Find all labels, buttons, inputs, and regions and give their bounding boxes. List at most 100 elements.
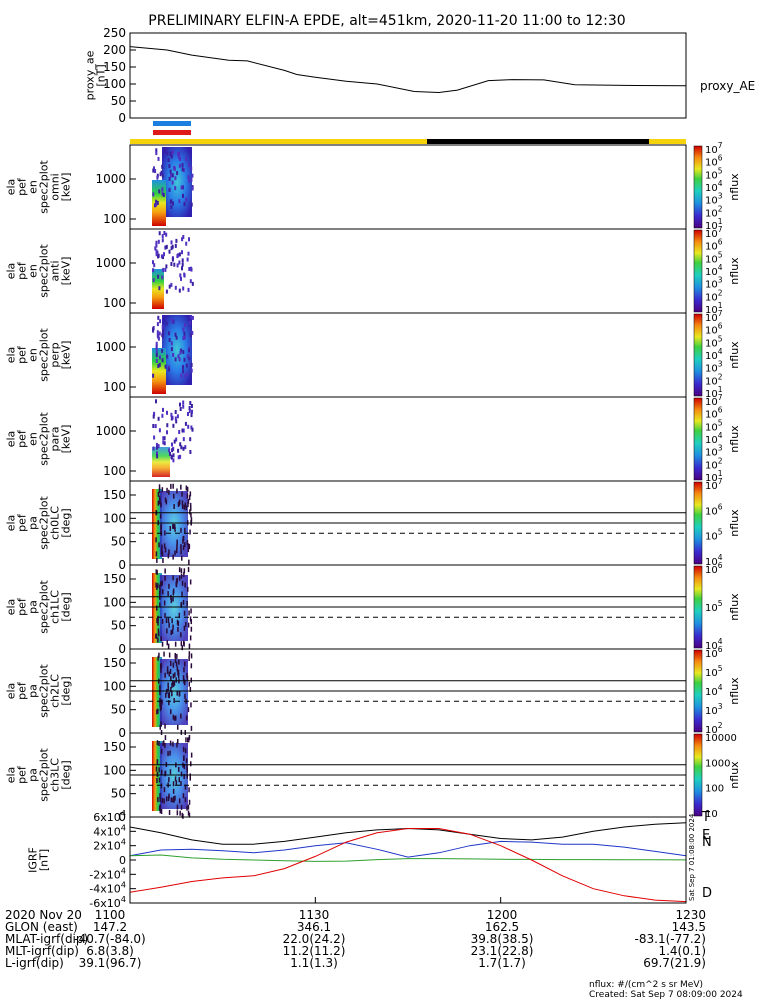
spectrogram-pixel bbox=[180, 445, 183, 450]
pa-pixel bbox=[182, 793, 185, 799]
pa-pixel bbox=[186, 773, 188, 779]
pa-pixel bbox=[190, 702, 192, 708]
pa-pixel bbox=[190, 677, 192, 683]
igrf-ylabel: IGRF[nT] bbox=[27, 847, 51, 873]
colorbar bbox=[693, 649, 703, 733]
spectrogram-pixel bbox=[154, 203, 156, 208]
pa-pixel bbox=[186, 805, 188, 811]
spectrogram-hot-band bbox=[152, 447, 170, 477]
spectrogram-pixel bbox=[158, 362, 161, 367]
colorbar-tick-label: 104 bbox=[705, 637, 723, 652]
pa-pixel bbox=[164, 547, 167, 553]
spectrogram-pixel bbox=[184, 323, 186, 328]
spectrogram-pixel bbox=[170, 205, 173, 209]
spectrogram-pixel bbox=[154, 424, 157, 429]
footer-row-label: 2020 Nov 20 bbox=[5, 908, 82, 922]
footer-value: 39.8(38.5) bbox=[471, 932, 534, 946]
spectrogram-pixel bbox=[170, 454, 173, 459]
pa-pixel bbox=[172, 682, 175, 688]
science-zone-red-bar bbox=[153, 130, 191, 135]
footer-time: 1230 bbox=[675, 908, 706, 922]
spectrogram-pixel bbox=[174, 357, 177, 362]
pa-pixel bbox=[171, 682, 173, 688]
ytick-label: 1000 bbox=[95, 256, 126, 270]
pa-pixel bbox=[166, 669, 169, 675]
spectrogram-pixel bbox=[191, 186, 194, 191]
pa-pixel bbox=[181, 491, 183, 497]
pa-pixel bbox=[171, 618, 173, 624]
pa-pixel bbox=[158, 652, 160, 658]
spectrogram-pixel bbox=[161, 234, 164, 239]
pa-pixel bbox=[159, 602, 161, 608]
colorbar-tick-label: 102 bbox=[705, 288, 723, 303]
pa-pixel bbox=[178, 659, 180, 665]
pa-pixel bbox=[170, 594, 172, 600]
spectrogram-pixel bbox=[158, 189, 161, 194]
panel-ylabel-line: ch3LC bbox=[49, 758, 62, 792]
ytick-label: 150 bbox=[103, 740, 126, 754]
pa-pixel bbox=[157, 628, 160, 634]
spectrogram-pixel bbox=[175, 437, 178, 442]
pa-pixel bbox=[178, 567, 181, 573]
pa-pixel bbox=[181, 503, 184, 509]
spectrogram-pixel bbox=[152, 424, 155, 428]
spectrogram-pixel bbox=[183, 357, 186, 362]
spectrogram-pixel bbox=[179, 407, 182, 411]
pa-pixel bbox=[160, 581, 162, 587]
colorbar-tick-label: 105 bbox=[705, 250, 723, 265]
spectrogram-pixel bbox=[161, 325, 164, 329]
panel-ylabel-line: [deg] bbox=[60, 592, 73, 621]
pa-pixel bbox=[156, 771, 159, 777]
proxy-ae-ytick-label: 200 bbox=[103, 43, 126, 57]
spectrogram-pixel bbox=[165, 264, 168, 269]
spectrogram-pixel bbox=[172, 453, 175, 458]
panel-ylabel-line: pa bbox=[27, 600, 40, 614]
pa-pixel bbox=[168, 622, 170, 628]
spectrogram-pixel bbox=[187, 251, 190, 256]
proxy-ae-ytick-label: 0 bbox=[118, 111, 126, 125]
pa-pixel bbox=[187, 804, 190, 810]
spectrogram-pixel bbox=[190, 266, 192, 271]
spectrogram-pixel bbox=[188, 356, 191, 361]
pa-pixel bbox=[157, 708, 159, 714]
pa-pixel bbox=[164, 530, 166, 536]
spectrogram-pixel bbox=[187, 175, 190, 180]
spectrogram-pixel bbox=[178, 260, 181, 265]
spectrogram-pixel bbox=[157, 444, 160, 449]
pa-pixel bbox=[167, 751, 169, 757]
spectrogram-pixel bbox=[152, 168, 155, 173]
pa-pixel bbox=[159, 686, 161, 692]
spectrogram-pixel bbox=[179, 442, 182, 447]
pa-pixel bbox=[177, 724, 179, 730]
pa-pixel bbox=[171, 629, 174, 634]
panel-frame bbox=[129, 396, 687, 482]
colorbar-tick-label: 104 bbox=[705, 179, 723, 194]
spectrogram-pixel bbox=[156, 200, 159, 205]
footer-time: 1100 bbox=[95, 908, 126, 922]
footer-value: 147.2 bbox=[93, 920, 127, 934]
pa-pixel bbox=[188, 651, 191, 657]
spectrogram-pixel bbox=[170, 246, 173, 251]
pa-pixel bbox=[164, 672, 166, 678]
pa-pixel bbox=[167, 686, 170, 692]
igrf-ylabel-line: [nT] bbox=[38, 849, 51, 871]
pa-pixel bbox=[183, 625, 186, 631]
panel-ylabel-line: para bbox=[49, 427, 62, 452]
colorbar-tick-label: 106 bbox=[705, 154, 723, 169]
spectrogram-pixel bbox=[182, 336, 185, 341]
ytick-label: 100 bbox=[103, 679, 126, 693]
proxy-ae-panel: 0 50 100 150 200 250 proxy_ae[nT] proxy_AE bbox=[84, 26, 756, 125]
spectrogram-pixel bbox=[162, 193, 165, 197]
pa-pixel bbox=[155, 766, 158, 772]
pa-pixel bbox=[159, 697, 161, 703]
spectrogram-pixel bbox=[153, 263, 156, 268]
pa-pixel bbox=[174, 524, 176, 530]
colorbar-tick-label: 102 bbox=[705, 721, 723, 736]
colorbar-tick-label: 106 bbox=[705, 406, 723, 421]
spectrogram-pixel bbox=[185, 372, 188, 377]
pa-pixel bbox=[164, 742, 166, 748]
panel-ylabel-line: ch1LC bbox=[49, 590, 62, 624]
pa-pixel bbox=[164, 723, 166, 729]
